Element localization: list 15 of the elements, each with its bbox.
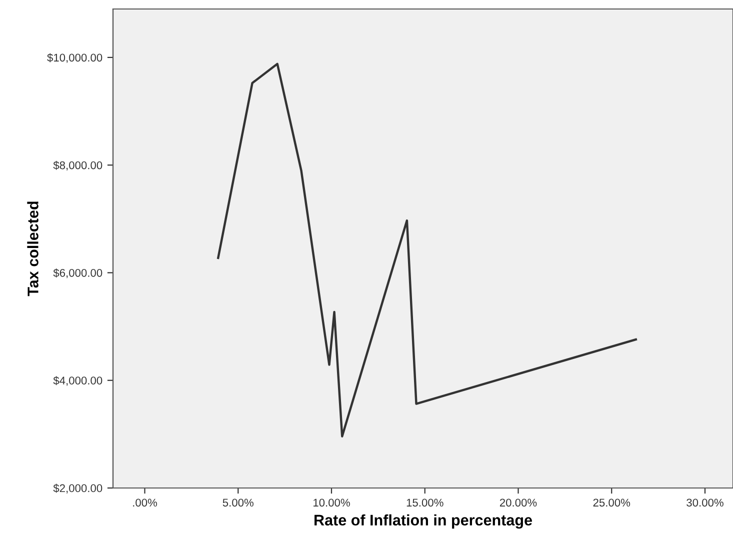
x-tick-label: 15.00% (406, 498, 444, 507)
y-tick-label: $10,000.00 (47, 53, 102, 63)
x-tick-label: .00% (133, 498, 158, 507)
x-tick-label: 20.00% (500, 498, 537, 507)
line-series (217, 62, 637, 438)
y-tick-label: $2,000.00 (53, 484, 102, 494)
y-tick-label: $4,000.00 (53, 376, 102, 386)
x-tick-label: 5.00% (222, 498, 254, 507)
x-axis-title: Rate of Inflation in percentage (314, 514, 532, 529)
y-tick-label: $8,000.00 (53, 160, 102, 171)
y-tick-label: $6,000.00 (53, 268, 102, 278)
x-tick-label: 25.00% (593, 498, 630, 507)
x-tick-label: 10.00% (314, 498, 350, 507)
x-tick-label: 30.00% (686, 498, 724, 507)
y-axis-title: Tax collected (27, 202, 38, 296)
